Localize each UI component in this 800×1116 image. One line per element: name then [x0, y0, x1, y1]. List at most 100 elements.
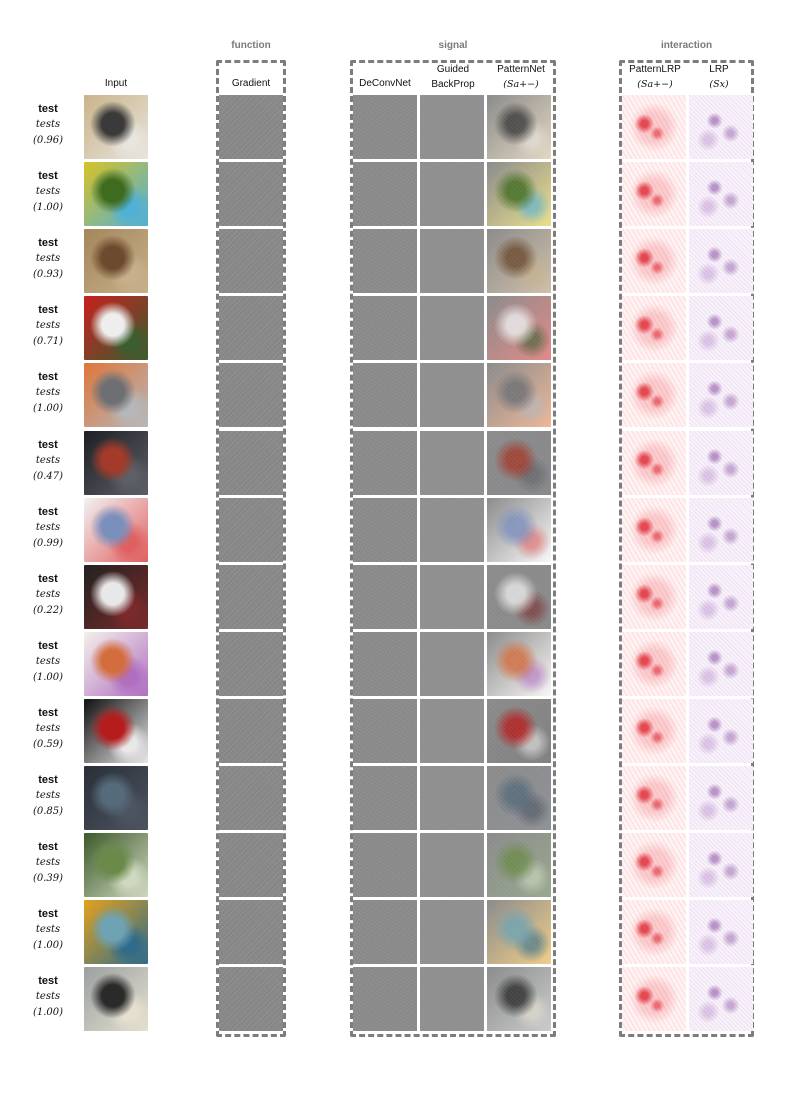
guided-heatmap — [420, 699, 484, 763]
texture-overlay — [487, 296, 551, 360]
input-image — [84, 498, 148, 562]
lrp-heatmap — [689, 95, 753, 159]
patternnet-heatmap — [487, 900, 551, 964]
row-label: test tests (1.00) — [20, 638, 76, 686]
group-title-interaction: interaction — [660, 40, 713, 51]
patternnet-heatmap — [487, 296, 551, 360]
patternnet-heatmap — [487, 431, 551, 495]
column-header-guided-backprop: Guided BackProp — [416, 62, 490, 92]
input-image — [84, 833, 148, 897]
confidence-score: (0.99) — [32, 538, 64, 549]
gradient-heatmap — [219, 95, 283, 159]
patternlrp-heatmap — [622, 900, 686, 964]
lrp-heatmap — [689, 431, 753, 495]
row-label: test tests (0.85) — [20, 772, 76, 820]
patternlrp-heatmap — [622, 363, 686, 427]
confidence-score: (0.71) — [32, 336, 64, 347]
confidence-score: (1.00) — [32, 672, 64, 683]
column-header-input: Input — [104, 78, 128, 89]
texture-overlay — [487, 229, 551, 293]
input-image — [84, 632, 148, 696]
texture-overlay — [487, 632, 551, 696]
class-sublabel: tests — [35, 589, 61, 600]
lrp-heatmap — [689, 766, 753, 830]
class-sublabel: tests — [35, 656, 61, 667]
column-header-lrp: LRP (Sx) — [687, 62, 751, 92]
lrp-heatmap — [689, 162, 753, 226]
patternlrp-heatmap — [622, 833, 686, 897]
patternnet-heatmap — [487, 766, 551, 830]
confidence-score: (1.00) — [32, 403, 64, 414]
guided-heatmap — [420, 632, 484, 696]
column-header-patternnet-line2: (Sa+−) — [503, 79, 539, 90]
lrp-heatmap — [689, 967, 753, 1031]
class-label: test — [38, 707, 58, 719]
guided-heatmap — [420, 296, 484, 360]
input-image — [84, 565, 148, 629]
guided-heatmap — [420, 162, 484, 226]
class-label: test — [38, 640, 58, 652]
input-image — [84, 900, 148, 964]
class-label: test — [38, 573, 58, 585]
input-image — [84, 229, 148, 293]
group-title-signal: signal — [438, 40, 468, 51]
deconvnet-heatmap — [353, 766, 417, 830]
patternnet-heatmap — [487, 565, 551, 629]
class-label: test — [38, 103, 58, 115]
texture-overlay — [487, 95, 551, 159]
class-sublabel: tests — [35, 924, 61, 935]
deconvnet-heatmap — [353, 833, 417, 897]
lrp-heatmap — [689, 833, 753, 897]
column-header-deconvnet: DeConvNet — [359, 78, 411, 89]
lrp-heatmap — [689, 296, 753, 360]
guided-heatmap — [420, 766, 484, 830]
class-sublabel: tests — [35, 455, 61, 466]
patternlrp-heatmap — [622, 229, 686, 293]
gradient-heatmap — [219, 229, 283, 293]
confidence-score: (0.47) — [32, 471, 64, 482]
gradient-heatmap — [219, 296, 283, 360]
confidence-score: (0.59) — [32, 739, 64, 750]
texture-overlay — [487, 162, 551, 226]
class-sublabel: tests — [35, 119, 61, 130]
patternnet-heatmap — [487, 498, 551, 562]
deconvnet-heatmap — [353, 95, 417, 159]
column-header-patternnet: PatternNet (Sa+−) — [484, 62, 558, 92]
deconvnet-heatmap — [353, 296, 417, 360]
texture-overlay — [487, 900, 551, 964]
patternnet-heatmap — [487, 967, 551, 1031]
lrp-heatmap — [689, 498, 753, 562]
class-sublabel: tests — [35, 723, 61, 734]
patternlrp-heatmap — [622, 699, 686, 763]
patternlrp-heatmap — [622, 498, 686, 562]
patternlrp-heatmap — [622, 632, 686, 696]
input-image — [84, 296, 148, 360]
column-header-gradient: Gradient — [231, 78, 271, 89]
confidence-score: (1.00) — [32, 940, 64, 951]
deconvnet-heatmap — [353, 900, 417, 964]
lrp-heatmap — [689, 632, 753, 696]
class-sublabel: tests — [35, 186, 61, 197]
patternlrp-heatmap — [622, 95, 686, 159]
gradient-heatmap — [219, 363, 283, 427]
input-image — [84, 363, 148, 427]
input-image — [84, 95, 148, 159]
column-header-patternlrp-line1: PatternLRP — [629, 64, 681, 75]
gradient-heatmap — [219, 833, 283, 897]
texture-overlay — [487, 565, 551, 629]
gradient-heatmap — [219, 162, 283, 226]
class-sublabel: tests — [35, 790, 61, 801]
row-label: test tests (0.22) — [20, 571, 76, 619]
input-image — [84, 162, 148, 226]
guided-heatmap — [420, 498, 484, 562]
lrp-heatmap — [689, 229, 753, 293]
row-label: test tests (0.99) — [20, 504, 76, 552]
confidence-score: (0.39) — [32, 873, 64, 884]
patternnet-heatmap — [487, 363, 551, 427]
texture-overlay — [487, 833, 551, 897]
class-label: test — [38, 841, 58, 853]
column-header-guided-line1: Guided — [436, 64, 470, 75]
gradient-heatmap — [219, 632, 283, 696]
column-header-guided-line2: BackProp — [431, 79, 475, 90]
patternnet-heatmap — [487, 833, 551, 897]
